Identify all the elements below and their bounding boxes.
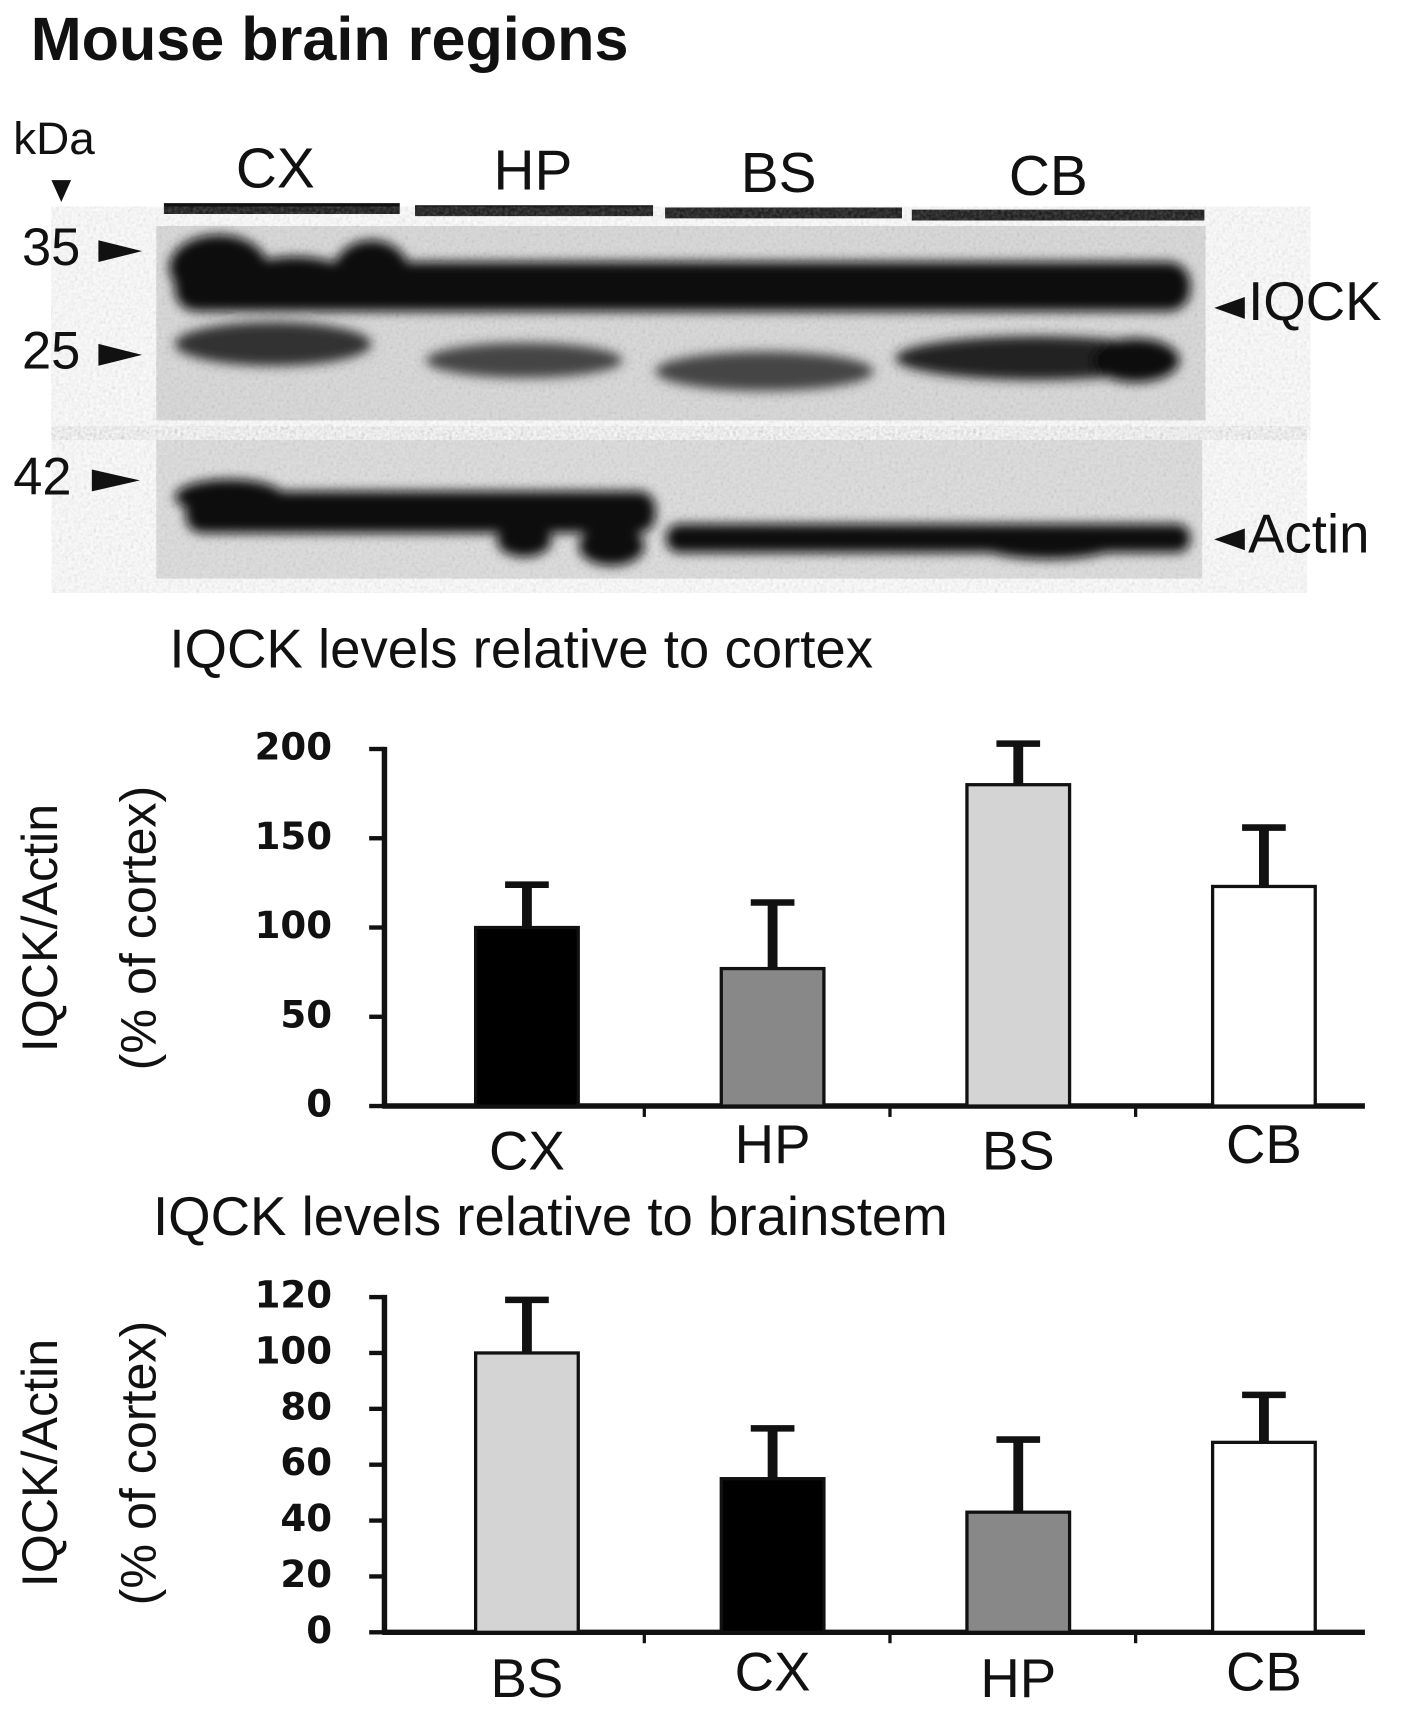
x-tick-label: HP bbox=[735, 1114, 811, 1175]
bar bbox=[719, 966, 826, 1108]
bar bbox=[473, 1351, 580, 1634]
chart-title: IQCK levels relative to brainstem bbox=[153, 1186, 948, 1247]
marker-arrow bbox=[98, 240, 143, 263]
marker-label: 42 bbox=[13, 448, 71, 506]
lane-bars bbox=[163, 203, 1205, 221]
x-tick-label: CB bbox=[1226, 1114, 1302, 1175]
lane-label: CX bbox=[236, 138, 315, 201]
bar bbox=[1210, 1440, 1317, 1634]
band-arrow bbox=[1214, 528, 1245, 551]
kda-label: kDa bbox=[13, 112, 95, 164]
marker-arrow bbox=[91, 469, 140, 492]
y-tick-label: 50 bbox=[280, 993, 332, 1036]
x-tick-label: CX bbox=[489, 1121, 565, 1182]
lane-label: HP bbox=[494, 140, 573, 203]
x-tick-label: HP bbox=[980, 1648, 1056, 1709]
y-axis-label: (% of cortex) bbox=[110, 1321, 166, 1606]
y-axis-label: IQCK/Actin bbox=[12, 804, 68, 1052]
band-arrow bbox=[1214, 296, 1245, 319]
y-tick-label: 120 bbox=[255, 1274, 332, 1317]
blot-actin bbox=[156, 440, 1203, 579]
bar bbox=[719, 1477, 826, 1634]
blot-iqck bbox=[156, 226, 1206, 421]
y-axis-label: IQCK/Actin bbox=[12, 1339, 68, 1587]
y-axis-label: (% of cortex) bbox=[110, 786, 166, 1071]
marker-label: 25 bbox=[22, 323, 80, 381]
marker-arrow bbox=[98, 343, 143, 366]
figure-title: Mouse brain regions bbox=[31, 5, 629, 73]
x-tick-label: CB bbox=[1226, 1641, 1302, 1702]
kda-arrow bbox=[51, 180, 72, 202]
bar bbox=[965, 1510, 1072, 1634]
lane-label: CB bbox=[1009, 145, 1088, 208]
lane-label: BS bbox=[741, 142, 817, 205]
x-tick-label: CX bbox=[735, 1641, 811, 1702]
band-label: Actin bbox=[1248, 504, 1369, 565]
y-tick-label: 150 bbox=[255, 815, 332, 858]
bar bbox=[965, 783, 1072, 1108]
bar bbox=[473, 925, 580, 1108]
x-tick-label: BS bbox=[982, 1121, 1055, 1182]
y-tick-label: 60 bbox=[280, 1441, 332, 1484]
y-tick-label: 0 bbox=[306, 1083, 332, 1126]
y-tick-label: 0 bbox=[306, 1609, 332, 1652]
chart-title: IQCK levels relative to cortex bbox=[169, 618, 873, 679]
x-tick-label: BS bbox=[491, 1648, 564, 1709]
y-tick-label: 100 bbox=[255, 1329, 332, 1372]
bar bbox=[1210, 884, 1317, 1108]
marker-label: 35 bbox=[22, 219, 80, 277]
y-tick-label: 40 bbox=[280, 1497, 332, 1540]
y-tick-label: 200 bbox=[255, 726, 332, 769]
y-tick-label: 100 bbox=[255, 904, 332, 947]
band-label: IQCK bbox=[1248, 271, 1381, 332]
y-tick-label: 80 bbox=[280, 1385, 332, 1428]
y-tick-label: 20 bbox=[280, 1553, 332, 1596]
